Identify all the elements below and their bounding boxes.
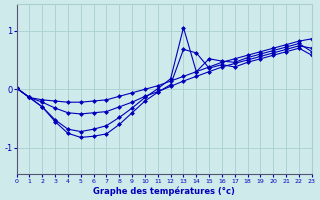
X-axis label: Graphe des températures (°c): Graphe des températures (°c) (93, 186, 235, 196)
